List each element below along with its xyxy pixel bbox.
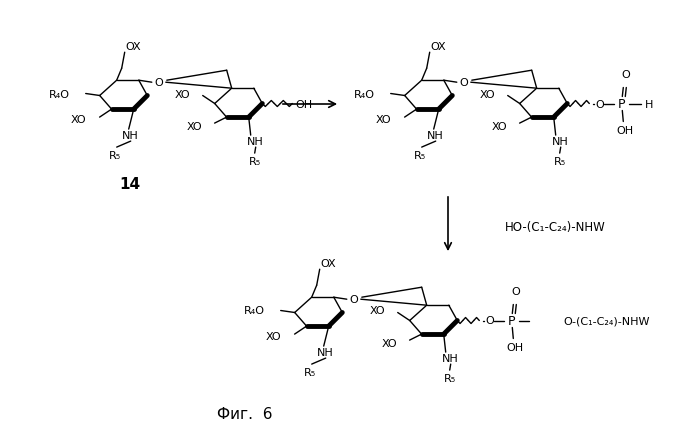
Text: NH: NH bbox=[442, 353, 459, 363]
Text: P: P bbox=[508, 314, 515, 327]
Text: R₄O: R₄O bbox=[354, 89, 374, 99]
Text: XO: XO bbox=[376, 115, 391, 125]
Text: O: O bbox=[595, 99, 603, 109]
Text: R₅: R₅ bbox=[414, 151, 426, 161]
Text: 14: 14 bbox=[120, 177, 141, 192]
Text: P: P bbox=[617, 98, 625, 111]
Text: R₄O: R₄O bbox=[49, 89, 70, 99]
Text: NH: NH bbox=[552, 137, 569, 147]
Text: O: O bbox=[511, 287, 519, 297]
Text: R₅: R₅ bbox=[248, 157, 261, 167]
Text: O-(C₁-C₂₄)-NHW: O-(C₁-C₂₄)-NHW bbox=[563, 316, 650, 326]
Text: R₅: R₅ bbox=[304, 367, 316, 377]
Text: OH: OH bbox=[295, 100, 313, 110]
Text: R₄O: R₄O bbox=[244, 306, 265, 316]
Text: XO: XO bbox=[370, 306, 386, 316]
Text: XO: XO bbox=[382, 338, 398, 348]
Text: OX: OX bbox=[430, 42, 445, 52]
Text: OH: OH bbox=[507, 343, 524, 353]
Text: XO: XO bbox=[187, 122, 202, 132]
Text: OX: OX bbox=[320, 259, 335, 268]
Text: R₅: R₅ bbox=[444, 373, 456, 383]
Text: OH: OH bbox=[617, 126, 634, 136]
Text: H: H bbox=[645, 99, 654, 109]
Text: R₅: R₅ bbox=[554, 157, 566, 167]
Text: O: O bbox=[621, 70, 630, 81]
Text: XO: XO bbox=[175, 89, 190, 99]
Text: XO: XO bbox=[480, 89, 496, 99]
Text: XO: XO bbox=[71, 115, 87, 125]
Text: NH: NH bbox=[427, 131, 444, 141]
Text: O: O bbox=[349, 294, 358, 305]
Text: NH: NH bbox=[247, 137, 264, 147]
Text: R₅: R₅ bbox=[108, 151, 121, 161]
Text: XO: XO bbox=[492, 122, 508, 132]
Text: Фиг.  6: Фиг. 6 bbox=[217, 406, 273, 421]
Text: O: O bbox=[459, 78, 468, 88]
Text: O: O bbox=[155, 78, 163, 88]
Text: NH: NH bbox=[317, 347, 334, 357]
Text: HO-(C₁-C₂₄)-NHW: HO-(C₁-C₂₄)-NHW bbox=[505, 221, 606, 234]
Text: OX: OX bbox=[125, 42, 141, 52]
Text: XO: XO bbox=[266, 331, 281, 341]
Text: O: O bbox=[485, 316, 494, 326]
Text: NH: NH bbox=[122, 131, 139, 141]
